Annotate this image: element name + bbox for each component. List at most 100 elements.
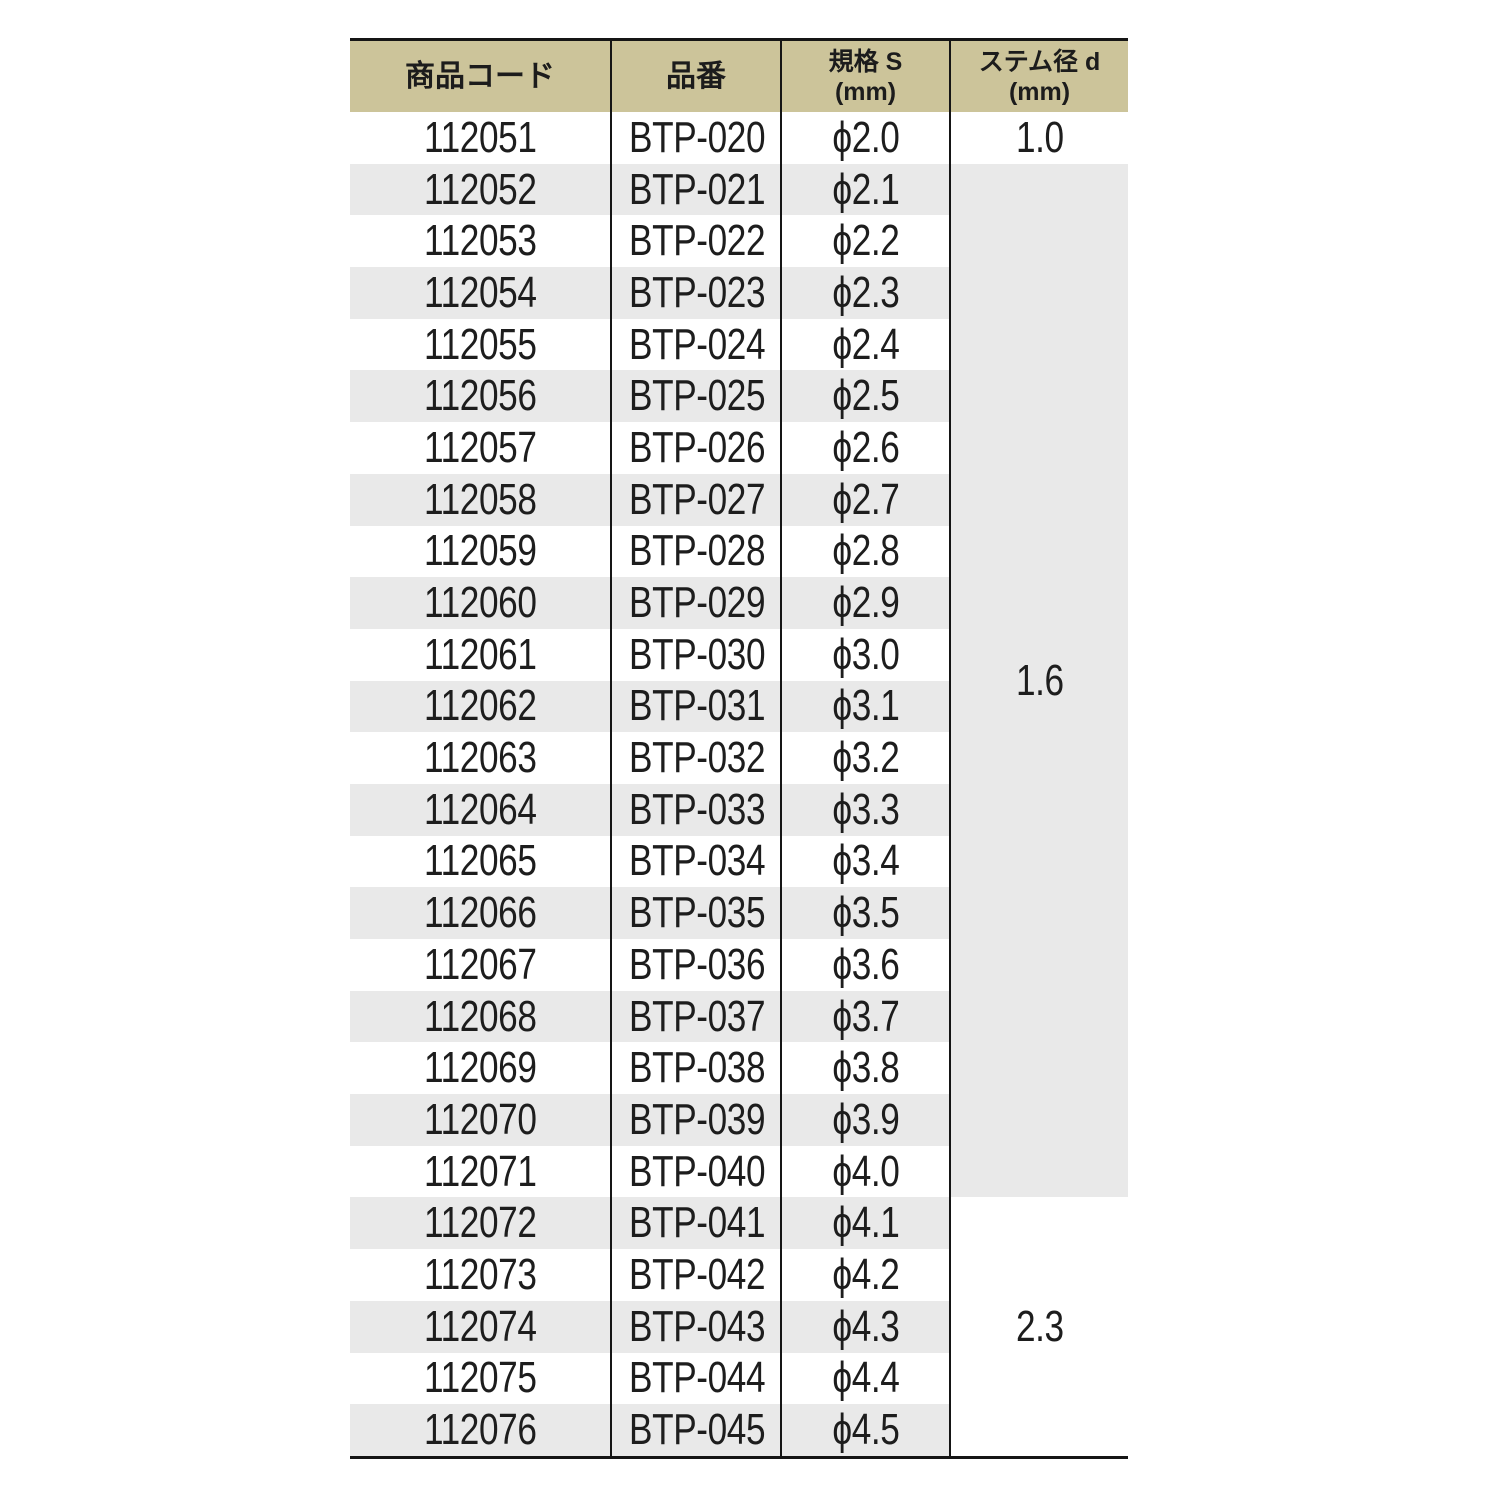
product-code-value: 112067 xyxy=(423,939,537,989)
spec-value: ϕ4.5 xyxy=(831,1405,900,1455)
part-number-cell: BTP-032 xyxy=(610,732,781,784)
part-number-value: BTP-024 xyxy=(629,319,766,369)
table-row: 112052 BTP-021 ϕ2.1 1.6 xyxy=(350,163,1128,1198)
spec-cell: ϕ4.4 xyxy=(780,1352,950,1405)
spec-cell: ϕ2.9 xyxy=(780,577,950,629)
spec-value: ϕ3.0 xyxy=(831,629,900,679)
product-code-cell: 112053 xyxy=(350,215,611,268)
spec-cell: ϕ3.0 xyxy=(780,628,950,681)
col-header-part-number-label: 品番 xyxy=(666,60,726,93)
col-header-product-code-label: 商品コード xyxy=(405,60,555,93)
spec-cell: ϕ4.2 xyxy=(780,1249,950,1301)
product-code-cell: 112056 xyxy=(350,370,611,423)
spec-cell: ϕ4.3 xyxy=(780,1300,950,1353)
spec-cell: ϕ4.5 xyxy=(780,1404,950,1456)
product-code-value: 112055 xyxy=(423,319,537,369)
product-code-value: 112069 xyxy=(423,1043,537,1093)
part-number-value: BTP-023 xyxy=(629,267,766,317)
spec-cell: ϕ3.6 xyxy=(780,939,950,991)
product-code-value: 112059 xyxy=(423,526,537,576)
part-number-value: BTP-036 xyxy=(629,939,766,989)
stem-diameter-value: 2.3 xyxy=(1015,1301,1064,1351)
spec-cell: ϕ4.0 xyxy=(780,1145,950,1198)
part-number-value: BTP-026 xyxy=(629,422,766,472)
table-row: 112053 BTP-022 ϕ2.2 xyxy=(350,215,1128,268)
spec-value: ϕ3.7 xyxy=(831,991,900,1041)
spec-value: ϕ2.1 xyxy=(831,164,900,214)
product-code-cell: 112058 xyxy=(350,473,611,526)
table-row: 112062 BTP-031 ϕ3.1 xyxy=(350,680,1128,733)
part-number-cell: BTP-021 xyxy=(610,163,781,216)
col-header-part-number: 品番 xyxy=(610,41,781,112)
table-row: 112074 BTP-043 ϕ4.3 xyxy=(350,1300,1128,1353)
table-row: 112075 BTP-044 ϕ4.4 xyxy=(350,1352,1128,1405)
product-code-value: 112062 xyxy=(423,681,537,731)
spec-cell: ϕ2.8 xyxy=(780,525,950,578)
spec-value: ϕ2.4 xyxy=(831,319,900,369)
product-code-cell: 112065 xyxy=(350,835,611,888)
product-code-cell: 112069 xyxy=(350,1042,611,1095)
spec-value: ϕ4.1 xyxy=(831,1198,900,1248)
table-row: 112066 BTP-035 ϕ3.5 xyxy=(350,887,1128,939)
part-number-value: BTP-043 xyxy=(629,1301,766,1351)
product-code-value: 112074 xyxy=(423,1301,537,1351)
table-row: 112056 BTP-025 ϕ2.5 xyxy=(350,370,1128,423)
part-number-cell: BTP-041 xyxy=(610,1197,781,1250)
product-code-value: 112052 xyxy=(423,164,537,214)
table-row: 112070 BTP-039 ϕ3.9 xyxy=(350,1094,1128,1146)
table-row: 112057 BTP-026 ϕ2.6 xyxy=(350,422,1128,474)
header-row: 商品コード 品番 規格 S (mm) ステム径 d (mm) xyxy=(350,41,1128,112)
product-code-value: 112072 xyxy=(423,1198,537,1248)
part-number-cell: BTP-040 xyxy=(610,1145,781,1198)
product-code-cell: 112051 xyxy=(350,112,611,164)
product-code-cell: 112071 xyxy=(350,1145,611,1198)
part-number-cell: BTP-029 xyxy=(610,577,781,629)
spec-cell: ϕ3.9 xyxy=(780,1094,950,1146)
table-row: 112061 BTP-030 ϕ3.0 xyxy=(350,628,1128,681)
table-row: 112068 BTP-037 ϕ3.7 xyxy=(350,990,1128,1043)
spec-cell: ϕ2.6 xyxy=(780,422,950,474)
product-code-value: 112061 xyxy=(423,629,537,679)
product-code-cell: 112066 xyxy=(350,887,611,939)
part-number-cell: BTP-037 xyxy=(610,990,781,1043)
part-number-value: BTP-021 xyxy=(629,164,766,214)
product-code-value: 112054 xyxy=(423,267,537,317)
product-code-value: 112058 xyxy=(423,474,537,524)
table-row: 112051 BTP-020 ϕ2.0 1.0 xyxy=(350,112,1128,164)
spec-value: ϕ4.2 xyxy=(831,1249,900,1299)
table-row: 112069 BTP-038 ϕ3.8 xyxy=(350,1042,1128,1095)
product-code-value: 112065 xyxy=(423,836,537,886)
part-number-value: BTP-028 xyxy=(629,526,766,576)
part-number-cell: BTP-039 xyxy=(610,1094,781,1146)
part-number-value: BTP-035 xyxy=(629,888,766,938)
part-number-value: BTP-042 xyxy=(629,1249,766,1299)
spec-table: 商品コード 品番 規格 S (mm) ステム径 d (mm) 112051 BT… xyxy=(350,38,1128,1459)
spec-value: ϕ4.3 xyxy=(831,1301,900,1351)
product-code-value: 112076 xyxy=(423,1405,537,1455)
part-number-cell: BTP-022 xyxy=(610,215,781,268)
spec-value: ϕ2.3 xyxy=(831,267,900,317)
product-code-value: 112066 xyxy=(423,888,537,938)
part-number-cell: BTP-044 xyxy=(610,1352,781,1405)
spec-cell: ϕ3.7 xyxy=(780,990,950,1043)
spec-cell: ϕ3.5 xyxy=(780,887,950,939)
col-header-spec-s-unit: (mm) xyxy=(834,77,897,106)
spec-cell: ϕ3.1 xyxy=(780,680,950,733)
part-number-cell: BTP-024 xyxy=(610,318,781,371)
product-code-value: 112051 xyxy=(423,112,537,162)
spec-cell: ϕ2.3 xyxy=(780,267,950,319)
part-number-value: BTP-022 xyxy=(629,216,766,266)
spec-value: ϕ3.5 xyxy=(831,888,900,938)
table-row: 112076 BTP-045 ϕ4.5 xyxy=(350,1404,1128,1456)
spec-value: ϕ4.0 xyxy=(831,1146,900,1196)
part-number-cell: BTP-043 xyxy=(610,1300,781,1353)
stem-diameter-value: 1.0 xyxy=(1015,112,1064,162)
product-code-cell: 112068 xyxy=(350,990,611,1043)
col-header-product-code: 商品コード xyxy=(350,41,611,112)
spec-value: ϕ2.5 xyxy=(831,371,900,421)
part-number-value: BTP-037 xyxy=(629,991,766,1041)
product-code-cell: 112057 xyxy=(350,422,611,474)
part-number-value: BTP-030 xyxy=(629,629,766,679)
product-code-value: 112070 xyxy=(423,1094,537,1144)
spec-value: ϕ3.8 xyxy=(831,1043,900,1093)
